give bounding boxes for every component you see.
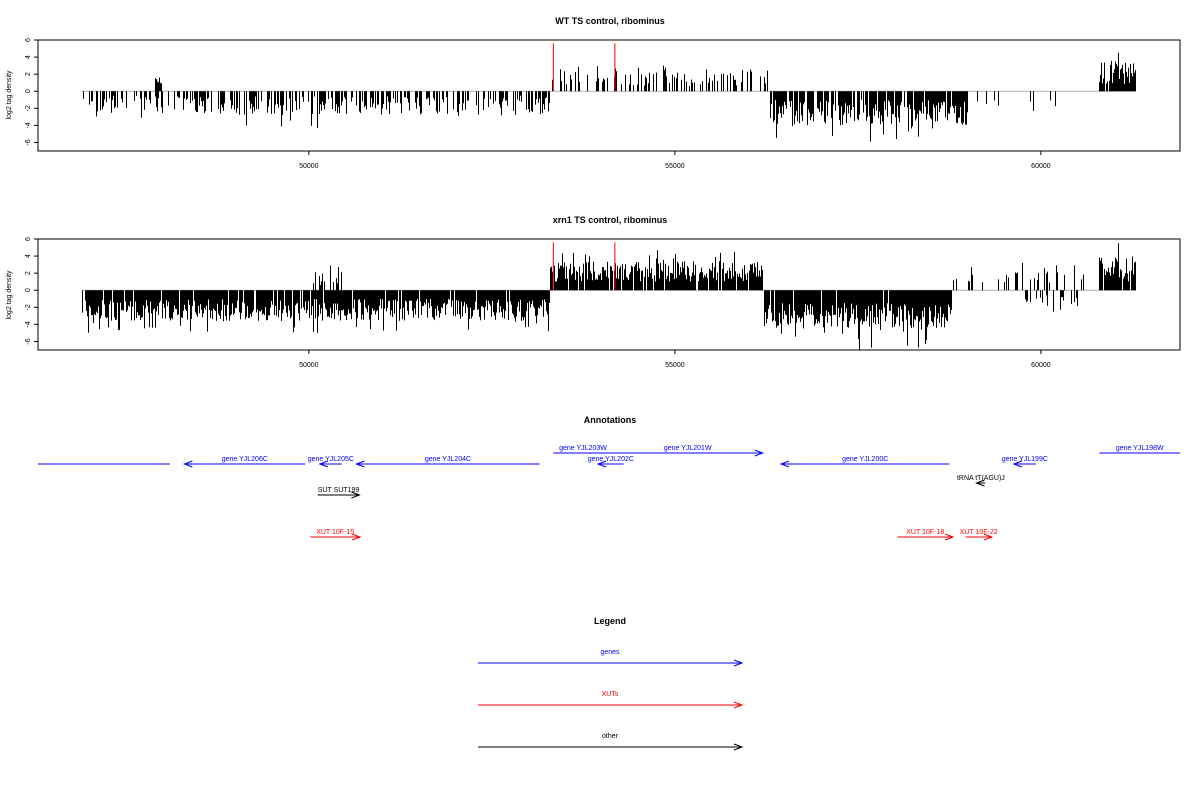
xrn1-y-axis-label: log2 tag density: [6, 270, 13, 320]
y-tick-label: -6: [25, 338, 32, 344]
annotation-features: gene YJL206C gene YJL205C gene YJL204C gene…: [38, 445, 1180, 541]
y-tick-label: -2: [25, 105, 32, 111]
annotation-feature: gene YJL206C: [182, 456, 306, 468]
arrow-head: [351, 533, 362, 541]
y-tick-label: -6: [25, 139, 32, 145]
y-tick-label: -4: [25, 122, 32, 128]
xrn1-signal-bars: [81, 242, 1137, 350]
xrn1-x-axis: 50000 55000 60000: [299, 350, 1051, 369]
annotation-feature: tRNA tT(AGU)J: [957, 475, 1005, 487]
xrn1-y-axis: -6 -4 -2 0 2 4 6: [25, 237, 38, 345]
y-tick-label: 6: [25, 237, 32, 241]
annotation-feature: SUT SUT199: [317, 487, 361, 499]
annotation-feature: gene YJL198W: [1099, 445, 1180, 454]
arrow-head: [351, 491, 361, 499]
y-tick-label: 2: [25, 271, 32, 275]
annotations-title: Annotations: [584, 415, 637, 425]
feature-label: XUT 10F-18: [906, 529, 944, 536]
annotation-feature: XUT 10F-22: [960, 529, 998, 541]
legend-label: genes: [600, 649, 620, 656]
annotation-feature: XUT 10F-18: [897, 529, 955, 541]
annotation-feature: gene YJL205C: [308, 456, 354, 468]
x-tick-label: 55000: [665, 163, 685, 170]
feature-label: XUT 10F-22: [960, 529, 998, 536]
arrow-head: [596, 460, 607, 468]
y-tick-label: 4: [25, 254, 32, 258]
feature-label: gene YJL206C: [222, 456, 268, 463]
wt-y-axis-label: log2 tag density: [6, 70, 13, 120]
legend-entry: genes: [478, 649, 744, 667]
x-tick-label: 50000: [299, 163, 319, 170]
legend-label: other: [602, 733, 619, 740]
x-tick-label: 55000: [665, 362, 685, 369]
feature-label: XUT 10F-15: [316, 529, 354, 536]
wt-x-axis: 50000 55000 60000: [299, 151, 1051, 170]
legend-entry: other: [478, 733, 744, 751]
xrn1-coverage-panel: xrn1 TS control, ribominus log2 tag dens…: [6, 215, 1181, 369]
feature-label: gene YJL205C: [308, 456, 354, 463]
y-tick-label: 2: [25, 72, 32, 76]
feature-label: gene YJL202C: [588, 456, 634, 463]
wt-signal-bars: [81, 43, 1137, 142]
y-tick-label: 0: [25, 89, 32, 93]
arrow-head: [182, 460, 193, 468]
annotation-feature: gene YJL199C: [1002, 456, 1048, 468]
feature-label: gene YJL201W: [664, 445, 712, 452]
y-tick-label: 0: [25, 288, 32, 292]
wt-coverage-panel: WT TS control, ribominus log2 tag densit…: [6, 16, 1181, 170]
legend-title: Legend: [594, 616, 626, 626]
x-tick-label: 60000: [1031, 163, 1051, 170]
feature-label: gene YJL199C: [1002, 456, 1048, 463]
annotation-feature: gene YJL201W: [612, 445, 765, 457]
wt-y-axis: -6 -4 -2 0 2 4 6: [25, 38, 38, 146]
feature-label: gene YJL200C: [842, 456, 888, 463]
arrow-head: [733, 659, 744, 667]
y-tick-label: -2: [25, 304, 32, 310]
feature-label: gene YJL204C: [425, 456, 471, 463]
annotation-feature: gene YJL204C: [355, 456, 540, 468]
xrn1-plot-frame: [37, 238, 1181, 351]
annotation-feature: gene YJL200C: [779, 456, 950, 468]
wt-plot-frame: [37, 39, 1181, 152]
arrow-head: [975, 479, 985, 487]
arrow-head: [779, 460, 790, 468]
arrow-head: [983, 533, 994, 541]
arrow-head: [944, 533, 955, 541]
arrow-head: [1012, 460, 1022, 468]
feature-label: tRNA tT(AGU)J: [957, 475, 1005, 482]
xrn1-panel-title: xrn1 TS control, ribominus: [553, 215, 668, 225]
x-tick-label: 50000: [299, 362, 319, 369]
arrow-head: [754, 449, 765, 457]
legend-label: XUTs: [602, 691, 619, 698]
annotation-feature: XUT 10F-15: [310, 529, 362, 541]
y-tick-label: 4: [25, 55, 32, 59]
feature-label: gene YJL203W: [559, 445, 607, 452]
annotation-track: Annotations gene YJL206C gene YJL205C gene…: [38, 415, 1180, 541]
annotation-feature: gene YJL203W: [553, 445, 613, 454]
legend: Legend genes XUTs other: [478, 616, 744, 751]
y-tick-label: 6: [25, 38, 32, 42]
feature-label: SUT SUT199: [318, 487, 360, 494]
annotation-feature: gene YJL202C: [588, 456, 634, 468]
legend-entries: genes XUTs other: [478, 649, 744, 751]
x-tick-label: 60000: [1031, 362, 1051, 369]
legend-entry: XUTs: [478, 691, 744, 709]
arrow-head: [318, 460, 329, 468]
arrow-head: [733, 701, 744, 709]
feature-label: gene YJL198W: [1116, 445, 1164, 452]
y-tick-label: -4: [25, 321, 32, 327]
arrow-head: [355, 460, 365, 468]
wt-panel-title: WT TS control, ribominus: [555, 16, 665, 26]
arrow-head: [733, 743, 744, 751]
